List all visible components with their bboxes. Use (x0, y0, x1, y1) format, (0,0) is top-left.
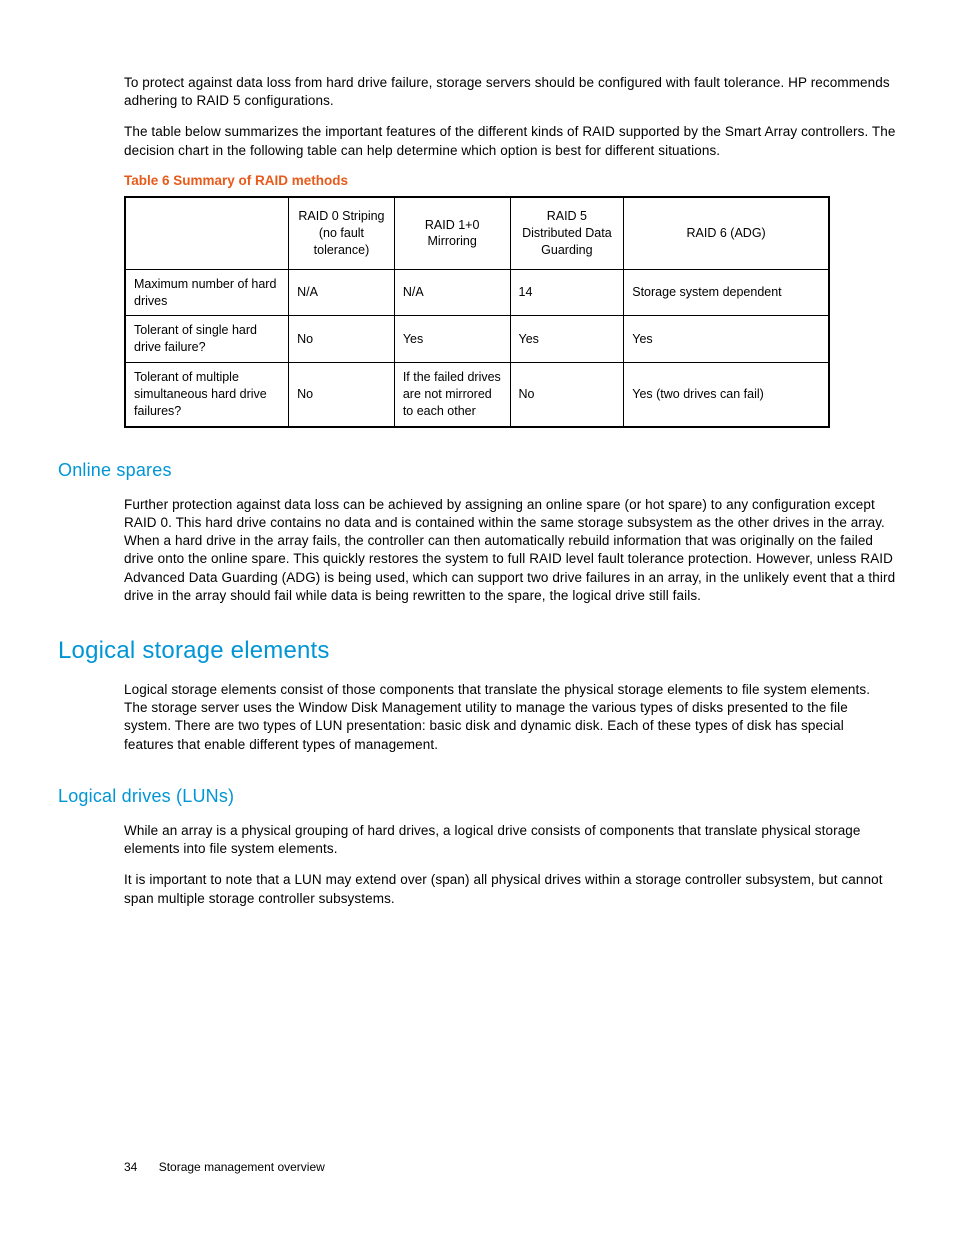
table-header-row: RAID 0 Striping (no fault tolerance) RAI… (125, 197, 829, 269)
footer-section-title: Storage management overview (159, 1160, 325, 1174)
logical-storage-body: Logical storage elements consist of thos… (124, 681, 896, 754)
raid-methods-table: RAID 0 Striping (no fault tolerance) RAI… (124, 196, 830, 428)
table-cell: Tolerant of single hard drive failure? (125, 316, 289, 363)
table-header-3: RAID 5 Distributed Data Guarding (510, 197, 624, 269)
table-cell: Yes (510, 316, 624, 363)
table-cell: Maximum number of hard drives (125, 269, 289, 316)
table-cell: No (510, 363, 624, 427)
table-cell: N/A (394, 269, 510, 316)
table-cell: Yes (two drives can fail) (624, 363, 829, 427)
table-cell: If the failed drives are not mirrored to… (394, 363, 510, 427)
table-cell: Yes (394, 316, 510, 363)
heading-online-spares: Online spares (58, 458, 896, 482)
table-cell: No (289, 316, 395, 363)
table-header-0 (125, 197, 289, 269)
table-cell: N/A (289, 269, 395, 316)
table-cell: Storage system dependent (624, 269, 829, 316)
table-row: Tolerant of multiple simultaneous hard d… (125, 363, 829, 427)
online-spares-body: Further protection against data loss can… (124, 496, 896, 605)
table-cell: No (289, 363, 395, 427)
page-number: 34 (124, 1160, 137, 1174)
table-caption: Table 6 Summary of RAID methods (124, 172, 896, 190)
table-row: Maximum number of hard drives N/A N/A 14… (125, 269, 829, 316)
page-footer: 34 Storage management overview (124, 1159, 325, 1175)
table-cell: Yes (624, 316, 829, 363)
intro-paragraph-1: To protect against data loss from hard d… (124, 74, 896, 110)
intro-paragraph-2: The table below summarizes the important… (124, 123, 896, 159)
table-row: Tolerant of single hard drive failure? N… (125, 316, 829, 363)
table-header-4: RAID 6 (ADG) (624, 197, 829, 269)
table-cell: Tolerant of multiple simultaneous hard d… (125, 363, 289, 427)
table-header-2: RAID 1+0 Mirroring (394, 197, 510, 269)
logical-drives-body-1: While an array is a physical grouping of… (124, 822, 896, 858)
logical-drives-body-2: It is important to note that a LUN may e… (124, 871, 896, 907)
heading-logical-drives: Logical drives (LUNs) (58, 784, 896, 808)
heading-logical-storage-elements: Logical storage elements (58, 635, 896, 667)
table-header-1: RAID 0 Striping (no fault tolerance) (289, 197, 395, 269)
table-cell: 14 (510, 269, 624, 316)
page: To protect against data loss from hard d… (0, 0, 954, 1235)
